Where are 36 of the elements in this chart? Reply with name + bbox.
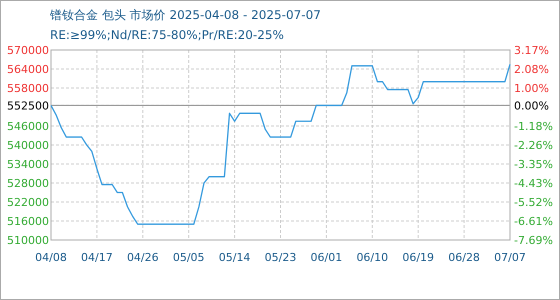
y2-tick-label: -6.61% (514, 215, 553, 228)
x-tick-label: 05/23 (264, 251, 296, 264)
y-tick-label: 510000 (7, 234, 49, 247)
x-tick-label: 05/05 (172, 251, 205, 264)
chart-subtitle: RE:≥99%;Nd/RE:75-80%;Pr/RE:20-25% (50, 28, 284, 42)
y-tick-label: 540000 (7, 139, 49, 152)
y-tick-label: 546000 (7, 120, 49, 133)
y2-tick-label: 0.00% (514, 99, 549, 112)
x-tick-label: 04/08 (35, 251, 67, 264)
y2-tick-label: -5.52% (514, 196, 553, 210)
y2-tick-label: -1.18% (514, 120, 553, 134)
chart-title: 镨钕合金 包头 市场价 2025-04-08 - 2025-07-07 (49, 8, 321, 22)
x-tick-label: 06/19 (402, 251, 434, 264)
line-series (50, 64, 511, 225)
y-tick-label: 534000 (7, 158, 49, 171)
x-tick-label: 05/14 (218, 251, 250, 264)
x-tick-label: 06/01 (310, 251, 342, 264)
x-tick-label: 06/10 (356, 251, 388, 264)
y-tick-label: 570000 (7, 44, 49, 57)
y2-tick-label: 3.17% (514, 44, 549, 57)
y-tick-label: 522000 (7, 196, 49, 209)
y2-tick-label: 2.08% (514, 63, 549, 76)
y-tick-label: 528000 (7, 177, 49, 190)
y-tick-label: 558000 (7, 82, 49, 95)
y-tick-label: 564000 (7, 63, 49, 76)
y2-tick-label: -3.35% (514, 158, 553, 172)
y2-tick-label: 1.00% (514, 82, 549, 95)
x-tick-label: 04/17 (81, 251, 113, 264)
y2-tick-label: -7.69% (514, 234, 553, 247)
y2-tick-label: -2.26% (514, 139, 553, 152)
y2-tick-label: -4.43% (514, 176, 553, 190)
y-tick-label: 516000 (7, 215, 49, 228)
x-tick-label: 06/28 (448, 251, 480, 264)
x-tick-label: 04/26 (126, 251, 159, 264)
y-tick-label: 552500 (7, 99, 49, 112)
x-tick-label: 07/07 (494, 251, 526, 264)
